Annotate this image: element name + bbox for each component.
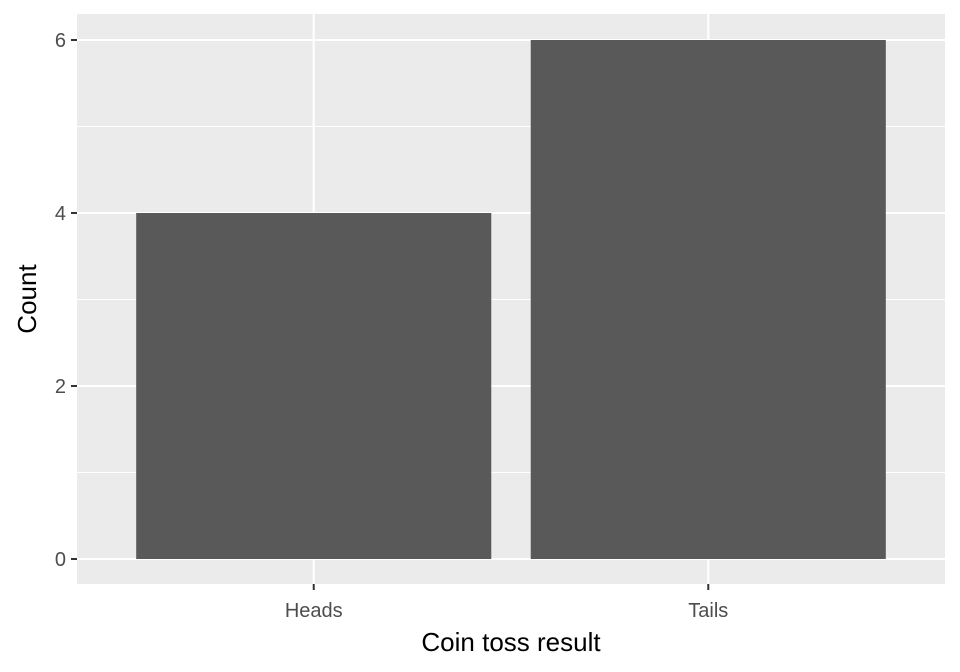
bar-heads	[136, 213, 492, 559]
y-tick-label: 0	[55, 549, 66, 571]
bars	[136, 40, 886, 559]
y-tick-label: 6	[55, 30, 66, 52]
x-tick-label: Heads	[285, 600, 343, 622]
x-tick-label: Tails	[688, 600, 728, 622]
y-axis-title: Count	[12, 264, 42, 334]
y-tick-label: 2	[55, 376, 66, 398]
x-axis: Heads Tails	[285, 584, 728, 622]
x-axis-title: Coin toss result	[421, 627, 601, 657]
y-tick-label: 4	[55, 203, 66, 225]
bar-tails	[530, 40, 886, 559]
y-axis: 0 2 4 6	[55, 30, 77, 571]
